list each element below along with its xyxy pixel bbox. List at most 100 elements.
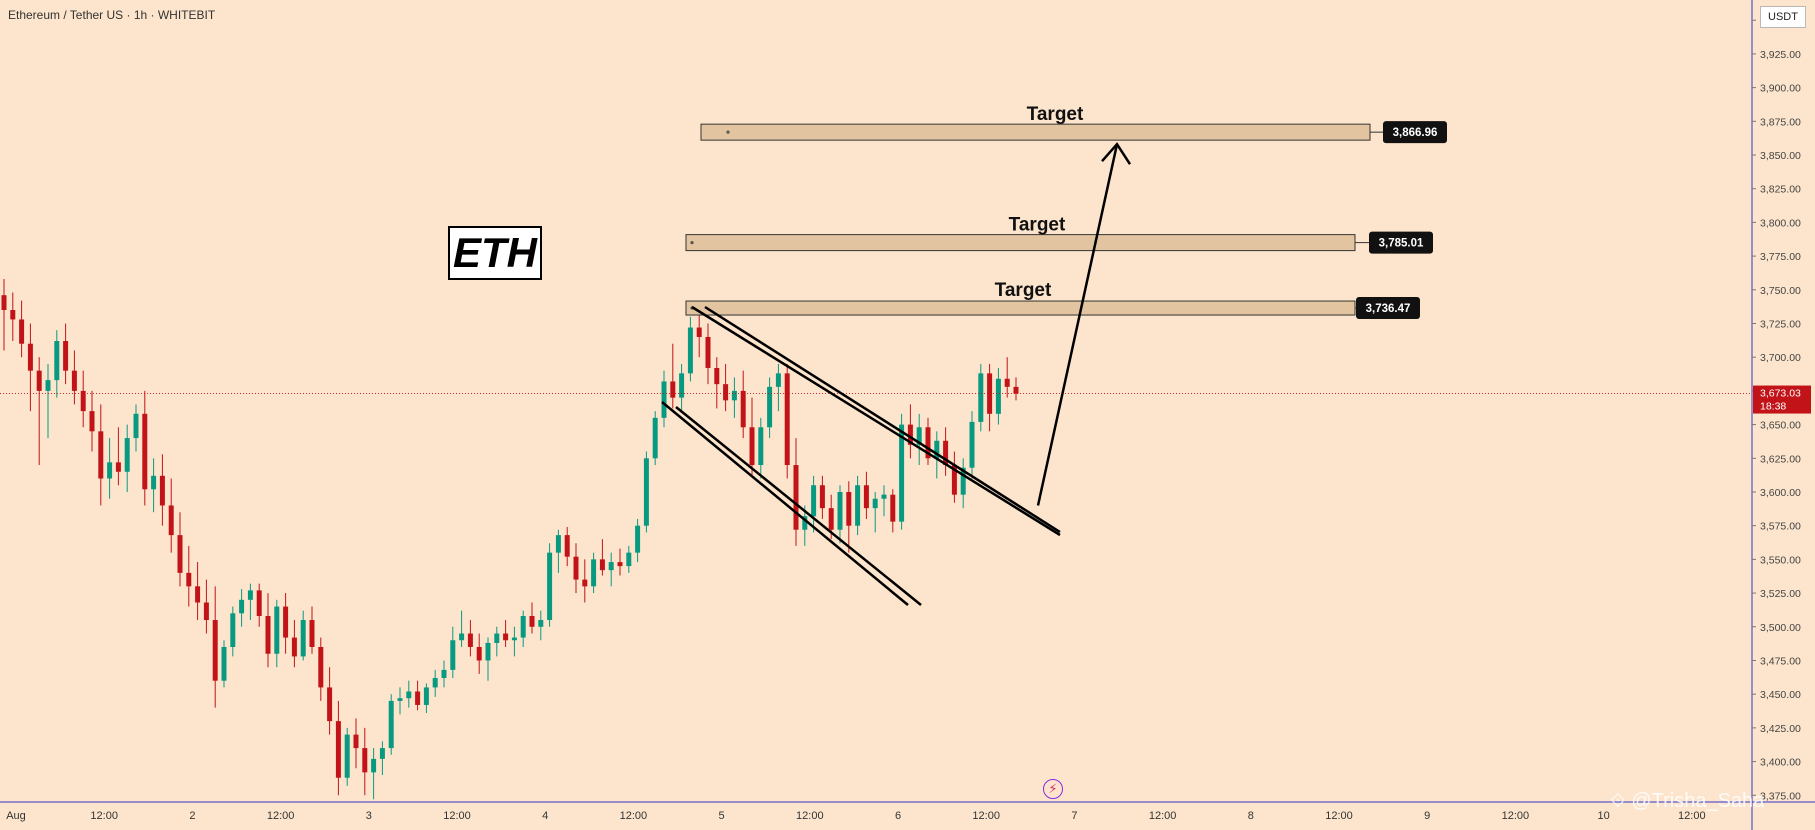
candle-body [529,615,535,627]
projection-arrow[interactable] [1036,143,1119,506]
candle [36,357,42,466]
target-price-label: 3,866.96 [1393,127,1438,139]
currency-button[interactable]: USDT [1760,6,1806,28]
candle [749,397,755,476]
candle [881,485,887,517]
candle-body [203,602,209,621]
candle [916,413,922,466]
y-tick-label: 3,825.00 [1760,184,1801,196]
target-zone[interactable] [685,300,1356,316]
candle [503,620,509,647]
candle-body [564,535,570,557]
candle-body [802,516,808,530]
candle [71,350,77,405]
candle [318,637,324,701]
candle [1,279,7,351]
x-tick-label: 9 [1424,810,1430,822]
candle-body [916,427,922,445]
candle-body [459,633,465,641]
candle-body [115,462,121,472]
candle-body [36,370,42,391]
candle [168,478,174,553]
candle-body [159,475,165,506]
candle [573,543,579,594]
candle-body [291,637,297,657]
candle [415,680,421,711]
candle-body [467,633,473,647]
candle [564,527,570,567]
x-tick-label: 5 [719,810,725,822]
candle-body [1,295,7,311]
candle-body [907,424,913,445]
candle [133,404,139,452]
candle [855,475,861,536]
y-tick-label: 3,850.00 [1760,150,1801,162]
channel-trendline[interactable] [691,305,1061,537]
candle [186,545,192,607]
y-tick-label: 3,525.00 [1760,588,1801,600]
candle [221,640,227,688]
candle [450,626,456,678]
channel-trendline[interactable] [704,305,1061,534]
x-tick-label: 12:00 [1678,810,1706,822]
target-price-tag [1369,231,1433,254]
channel-trendline[interactable] [675,406,922,606]
candle-body [168,505,174,536]
candle [731,377,737,418]
lightning-icon[interactable]: ⚡ [1043,779,1063,799]
candle-body [107,462,113,479]
target-zone[interactable] [685,234,1356,252]
target-label: Target [995,280,1052,301]
candle [291,620,297,668]
candle [846,481,852,553]
target-zone[interactable] [700,123,1371,141]
candle-body [19,319,25,344]
candle-body [186,572,192,587]
y-tick-label: 3,425.00 [1760,723,1801,735]
candle-body [45,380,51,391]
candle-body [335,721,341,778]
candle [300,610,306,661]
candle [485,637,491,681]
candle [397,687,403,715]
candle [98,404,104,506]
candle-body [485,642,491,661]
candle-body [476,646,482,661]
x-tick-label: 10 [1597,810,1609,822]
candle [1013,377,1019,401]
candle-body [195,586,201,603]
candle-body [415,691,421,705]
candle [538,610,544,641]
x-tick-label: Aug [6,810,26,822]
candle-body [423,687,429,705]
candle [995,367,1001,425]
y-tick-label: 3,500.00 [1760,622,1801,634]
candle [520,610,526,647]
candle-body [494,633,500,643]
candle [643,451,649,533]
candle [388,694,394,755]
candle [775,363,781,412]
candle-body [969,421,975,468]
candle-body [432,677,438,688]
y-tick-label: 3,750.00 [1760,285,1801,297]
x-tick-label: 12:00 [620,810,648,822]
candle-body [767,386,773,428]
candle [379,741,385,776]
candle [115,427,121,486]
candle-body [256,590,262,616]
candle [890,489,896,533]
channel-trendline[interactable] [661,401,909,606]
x-tick-label: 12:00 [267,810,295,822]
candle [687,316,693,382]
candle-body [80,390,86,412]
eth-annotation: ETH [448,226,542,280]
countdown-label: 18:38 [1760,401,1786,413]
candle [283,593,289,654]
price-axis[interactable] [1752,0,1815,830]
candle-body [872,498,878,509]
candle [635,518,641,563]
candle [432,669,438,697]
candle-body [547,552,553,621]
